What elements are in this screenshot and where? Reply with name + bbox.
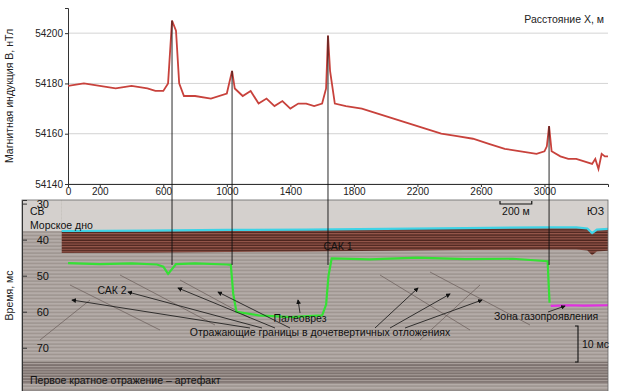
scale-bar-line [500,201,532,204]
figure: 54140 54160 54180 54200 0 200 600 1000 1400 1800 2… [0,0,617,391]
arrow [72,300,250,328]
tick-label: 70 [37,342,49,354]
tick: 600 [155,184,172,197]
tick-label: 60 [37,306,49,318]
annotation: САК 1 [323,240,352,252]
axis-line [65,9,69,185]
y-axis-title: Магнитная индукция B, нТл [3,29,15,163]
line [68,21,608,169]
arrow [548,306,565,312]
reflective-band [62,227,608,255]
tick-mark [22,348,27,349]
arrow [178,288,275,328]
annotation: Отражающие границы в дочетвертичных отло… [190,326,451,338]
horizon [68,258,550,317]
tick-label: 54140 [35,179,63,190]
reflector [120,275,215,325]
tick: 1400 [280,184,303,197]
annotation: Первое кратное отражение – артефакт [30,374,221,386]
grid-line [68,133,608,134]
connector [172,21,173,265]
x-axis: 0 200 600 1000 1400 1800 2200 2600 3000 [66,184,609,197]
plot-top [68,21,608,169]
grid [68,33,608,184]
tick-label: 54200 [35,28,63,39]
time-bar-label: 10 мс [582,338,609,350]
scale-bar: 200 м [500,201,532,217]
water-column [62,200,608,233]
tick: 54140 [35,179,68,190]
tick: 2200 [407,184,430,197]
arrow [128,292,262,328]
annotation: Зона газопроявления [494,310,598,322]
time-bar-line [575,326,578,362]
connector [232,71,233,265]
tick-mark [22,276,27,277]
annotations: СВ ЮЗ Морское дно САК 1 САК 2 Палеоврез Отража… [30,205,604,386]
grid-line [68,33,608,34]
time-bar: 10 мс [575,326,609,362]
connector [327,36,328,265]
grid-line [68,83,608,84]
tick: 50 [22,270,49,282]
tick-label: 2200 [407,186,430,197]
tick-label: 600 [155,186,172,197]
annotation: СВ [30,205,45,217]
tick-label: 2600 [470,186,493,197]
tick-label: 3000 [534,186,557,197]
tick-mark [22,312,27,313]
tick-label: 1800 [343,186,366,197]
tick: 54180 [35,78,68,89]
plot-frame [22,200,608,391]
annotation: САК 2 [97,284,126,296]
tick: 1000 [216,184,239,197]
axis-line [69,185,609,188]
tick-label: 54160 [35,128,63,139]
tick: 1800 [343,184,366,197]
section-background [22,200,608,391]
tick: 40 [22,234,49,246]
tick-label: 54180 [35,78,63,89]
tick-label: 0 [66,186,72,197]
tick: 200 [92,184,109,197]
tick-mark [22,240,27,241]
reflector [380,275,470,330]
tick: 54200 [35,28,68,39]
axis-line [23,201,28,391]
tick-mark [65,134,68,135]
tick: 70 [22,342,49,354]
tick-mark [65,184,68,185]
arrow [218,292,290,328]
tick: 60 [22,306,49,318]
tick-mark [22,204,27,205]
arrow [298,300,300,313]
annotation: Палеоврез [273,312,326,324]
y-axis: 54140 54160 54180 54200 [35,9,68,190]
tick-mark [65,83,68,84]
horizon [551,304,608,307]
x-axis-title: Расстояние X, м [524,13,604,25]
seismic-section [22,200,608,391]
tick: 2600 [470,184,493,197]
tick-mark [65,33,68,34]
scale-bar-label: 200 м [502,205,530,217]
tick-label: 200 [92,186,109,197]
tick-label: 1000 [216,186,239,197]
reflector [70,285,160,330]
annotation: ЮЗ [587,205,604,217]
tick-label: 50 [37,270,49,282]
arrow [375,288,418,328]
tick: 54160 [35,128,68,139]
tick: 3000 [534,184,557,197]
plot-bottom [62,227,608,317]
tick-label: 40 [37,234,49,246]
arrow [405,300,482,328]
tick-label: 1400 [280,186,303,197]
anomaly-connectors [172,21,549,265]
horizon [62,227,608,233]
y-axis-title: Время, мс [3,271,15,321]
connector [549,126,550,265]
annotation: Морское дно [30,219,93,231]
tick: 0 [66,184,72,197]
